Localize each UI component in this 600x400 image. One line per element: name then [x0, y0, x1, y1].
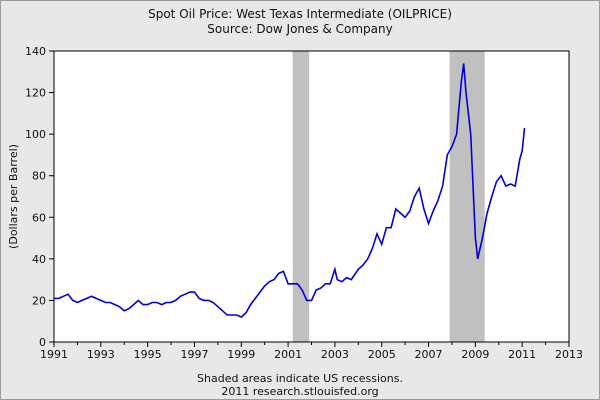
x-tick-label: 1995 [134, 348, 162, 361]
y-axis-label: (Dollars per Barrel) [7, 144, 20, 249]
y-tick-label: 120 [25, 87, 46, 100]
x-axis: 1991 1993 1995 1997 1999 2001 2003 2005 2007 2009… [40, 342, 583, 361]
y-tick-label: 0 [39, 336, 46, 349]
x-tick-label: 2005 [368, 348, 396, 361]
y-tick-label: 140 [25, 45, 46, 58]
footer-credit: 2011 research.stlouisfed.org [221, 385, 379, 398]
x-tick-label: 2009 [461, 348, 489, 361]
x-tick-label: 2007 [415, 348, 443, 361]
x-tick-label: 1997 [180, 348, 208, 361]
chart-title: Spot Oil Price: West Texas Intermediate … [148, 7, 452, 21]
y-tick-label: 60 [32, 211, 46, 224]
x-tick-label: 2003 [321, 348, 349, 361]
y-tick-label: 80 [32, 170, 46, 183]
chart-subtitle: Source: Dow Jones & Company [207, 22, 393, 36]
recession-band [292, 51, 310, 342]
x-tick-label: 1999 [227, 348, 255, 361]
series-line-oil-price [54, 63, 526, 319]
footer-note: Shaded areas indicate US recessions. [197, 372, 403, 385]
x-tick-label: 1993 [87, 348, 115, 361]
x-tick-label: 1991 [40, 348, 68, 361]
y-tick-label: 20 [32, 294, 46, 307]
y-tick-label: 40 [32, 253, 46, 266]
x-tick-label: 2011 [508, 348, 536, 361]
y-axis: 0 20 40 60 80 100 120 140 [25, 45, 54, 349]
y-tick-label: 100 [25, 128, 46, 141]
x-tick-label: 2013 [555, 348, 583, 361]
recession-band [449, 51, 485, 342]
x-tick-label: 2001 [274, 348, 302, 361]
